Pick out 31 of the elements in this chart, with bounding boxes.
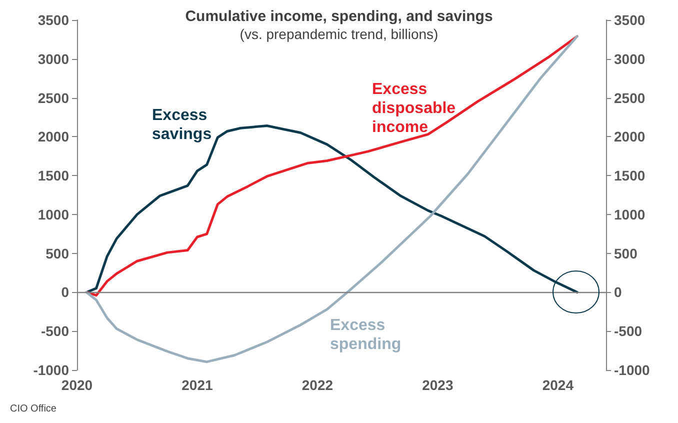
series-label: Excess disposable income (372, 81, 456, 136)
y2-tick-label: 3500 (614, 12, 646, 28)
y2-tick-label: 500 (614, 245, 638, 262)
x-tick-label: 2020 (61, 377, 93, 393)
y-tick-label: 2000 (38, 128, 70, 145)
x-tick-label: 2023 (422, 377, 454, 393)
series-label: Excess spending (330, 317, 402, 353)
y-tick-label: -1000 (33, 362, 70, 378)
y2-tick-label: 2000 (614, 128, 646, 145)
y2-tick-label: 1000 (614, 206, 646, 222)
y2-tick-label: -500 (614, 323, 642, 340)
y-tick-label: 1000 (38, 206, 70, 222)
chart-title: Cumulative income, spending, and savings (185, 8, 493, 25)
y-tick-label: 3500 (38, 12, 70, 28)
y-tick-label: 2500 (38, 90, 70, 106)
y-tick-label: 0 (61, 284, 70, 300)
x-tick-label: 2022 (302, 377, 334, 393)
y2-tick-label: 2500 (614, 90, 646, 106)
y-tick-label: 500 (46, 245, 70, 262)
series-label: Excess savings (152, 107, 212, 143)
x-tick-label: 2021 (182, 377, 214, 393)
y2-tick-label: 1500 (614, 168, 646, 184)
y-tick-label: 3000 (38, 50, 70, 67)
chart-subtitle: (vs. prepandemic trend, billions) (240, 26, 438, 42)
x-tick-label: 2024 (542, 377, 574, 393)
y2-tick-label: 0 (614, 284, 622, 300)
y2-tick-label: 3000 (614, 50, 646, 67)
y2-tick-label: -1000 (614, 362, 650, 378)
text: CIO Office (10, 404, 57, 414)
y-tick-label: -500 (40, 323, 70, 340)
y-tick-label: 1500 (38, 168, 70, 184)
